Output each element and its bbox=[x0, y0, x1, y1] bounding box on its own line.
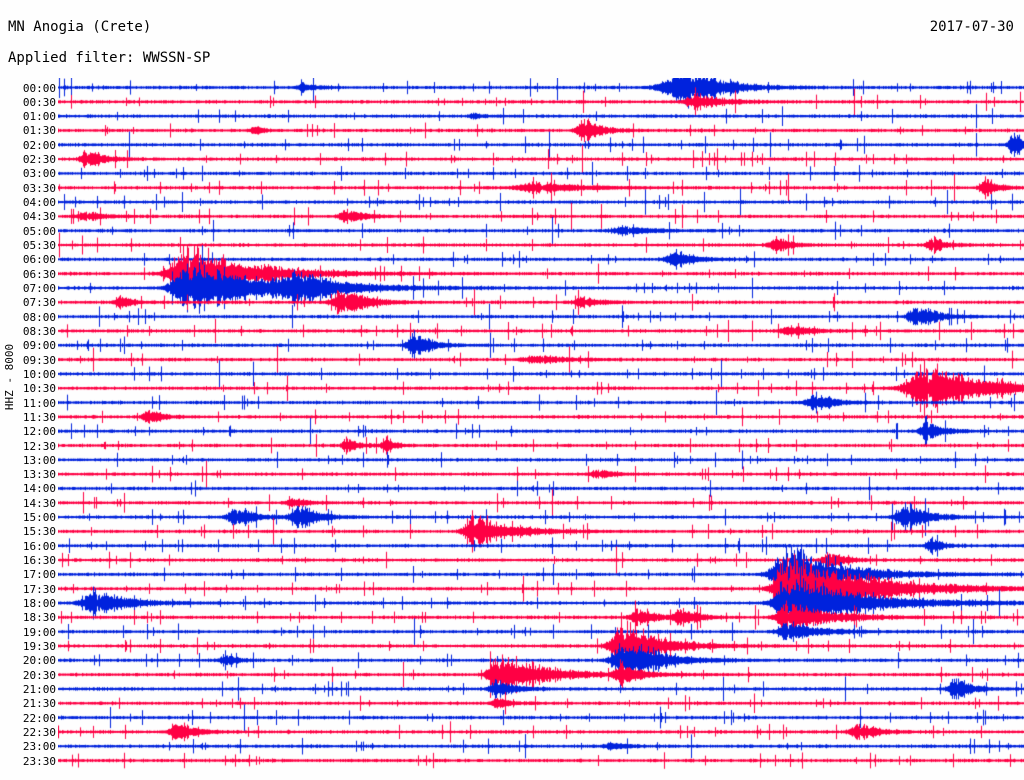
time-tick-label: 15:30 bbox=[22, 525, 56, 539]
time-tick-label: 19:00 bbox=[22, 625, 56, 639]
time-tick-label: 10:30 bbox=[22, 382, 56, 396]
time-tick-label: 05:30 bbox=[22, 239, 56, 253]
time-tick-label: 08:00 bbox=[22, 310, 56, 324]
station-title: MN Anogia (Crete) bbox=[8, 19, 152, 35]
time-tick-label: 07:00 bbox=[22, 281, 56, 295]
trace-canvas bbox=[58, 78, 1024, 778]
time-tick-label: 06:30 bbox=[22, 267, 56, 281]
time-tick-label: 09:30 bbox=[22, 353, 56, 367]
time-tick-label: 21:00 bbox=[22, 682, 56, 696]
time-tick-label: 12:30 bbox=[22, 439, 56, 453]
time-tick-label: 20:00 bbox=[22, 654, 56, 668]
seismogram-plot: 00:00 00:30 01:00 01:30 02:00 02:30 03:00 03:30… bbox=[0, 78, 1024, 778]
time-tick-label: 02:00 bbox=[22, 138, 56, 152]
time-tick-label: 09:00 bbox=[22, 339, 56, 353]
time-tick-label: 22:30 bbox=[22, 725, 56, 739]
time-tick-label: 16:30 bbox=[22, 554, 56, 568]
time-tick-label: 19:30 bbox=[22, 639, 56, 653]
time-tick-label: 11:00 bbox=[22, 396, 56, 410]
time-tick-label: 14:00 bbox=[22, 482, 56, 496]
time-tick-label: 16:00 bbox=[22, 539, 56, 553]
time-tick-label: 05:00 bbox=[22, 224, 56, 238]
time-tick-label: 13:30 bbox=[22, 468, 56, 482]
time-tick-label: 13:00 bbox=[22, 453, 56, 467]
time-tick-label: 10:00 bbox=[22, 367, 56, 381]
time-tick-label: 02:30 bbox=[22, 153, 56, 167]
time-tick-label: 04:00 bbox=[22, 196, 56, 210]
time-tick-label: 20:30 bbox=[22, 668, 56, 682]
date-label: 2017-07-30 bbox=[929, 19, 1014, 35]
time-tick-label: 03:00 bbox=[22, 167, 56, 181]
time-tick-label: 06:00 bbox=[22, 253, 56, 267]
time-tick-label: 01:00 bbox=[22, 110, 56, 124]
time-tick-label: 04:30 bbox=[22, 210, 56, 224]
time-tick-label: 23:00 bbox=[22, 740, 56, 754]
time-tick-label: 18:30 bbox=[22, 611, 56, 625]
time-tick-label: 11:30 bbox=[22, 410, 56, 424]
time-axis: 00:00 00:30 01:00 01:30 02:00 02:30 03:00 03:30… bbox=[0, 78, 60, 778]
time-tick-label: 17:30 bbox=[22, 582, 56, 596]
time-tick-label: 08:30 bbox=[22, 324, 56, 338]
time-tick-label: 17:00 bbox=[22, 568, 56, 582]
applied-filter-label: Applied filter: WWSSN-SP bbox=[8, 50, 211, 66]
time-tick-label: 07:30 bbox=[22, 296, 56, 310]
time-tick-label: 21:30 bbox=[22, 697, 56, 711]
time-tick-label: 12:00 bbox=[22, 425, 56, 439]
time-tick-label: 00:00 bbox=[22, 81, 56, 95]
time-tick-label: 22:00 bbox=[22, 711, 56, 725]
time-tick-label: 18:00 bbox=[22, 597, 56, 611]
time-tick-label: 01:30 bbox=[22, 124, 56, 138]
time-tick-label: 23:30 bbox=[22, 754, 56, 768]
time-tick-label: 03:30 bbox=[22, 181, 56, 195]
time-tick-label: 14:30 bbox=[22, 496, 56, 510]
time-tick-label: 00:30 bbox=[22, 95, 56, 109]
time-tick-label: 15:00 bbox=[22, 511, 56, 525]
